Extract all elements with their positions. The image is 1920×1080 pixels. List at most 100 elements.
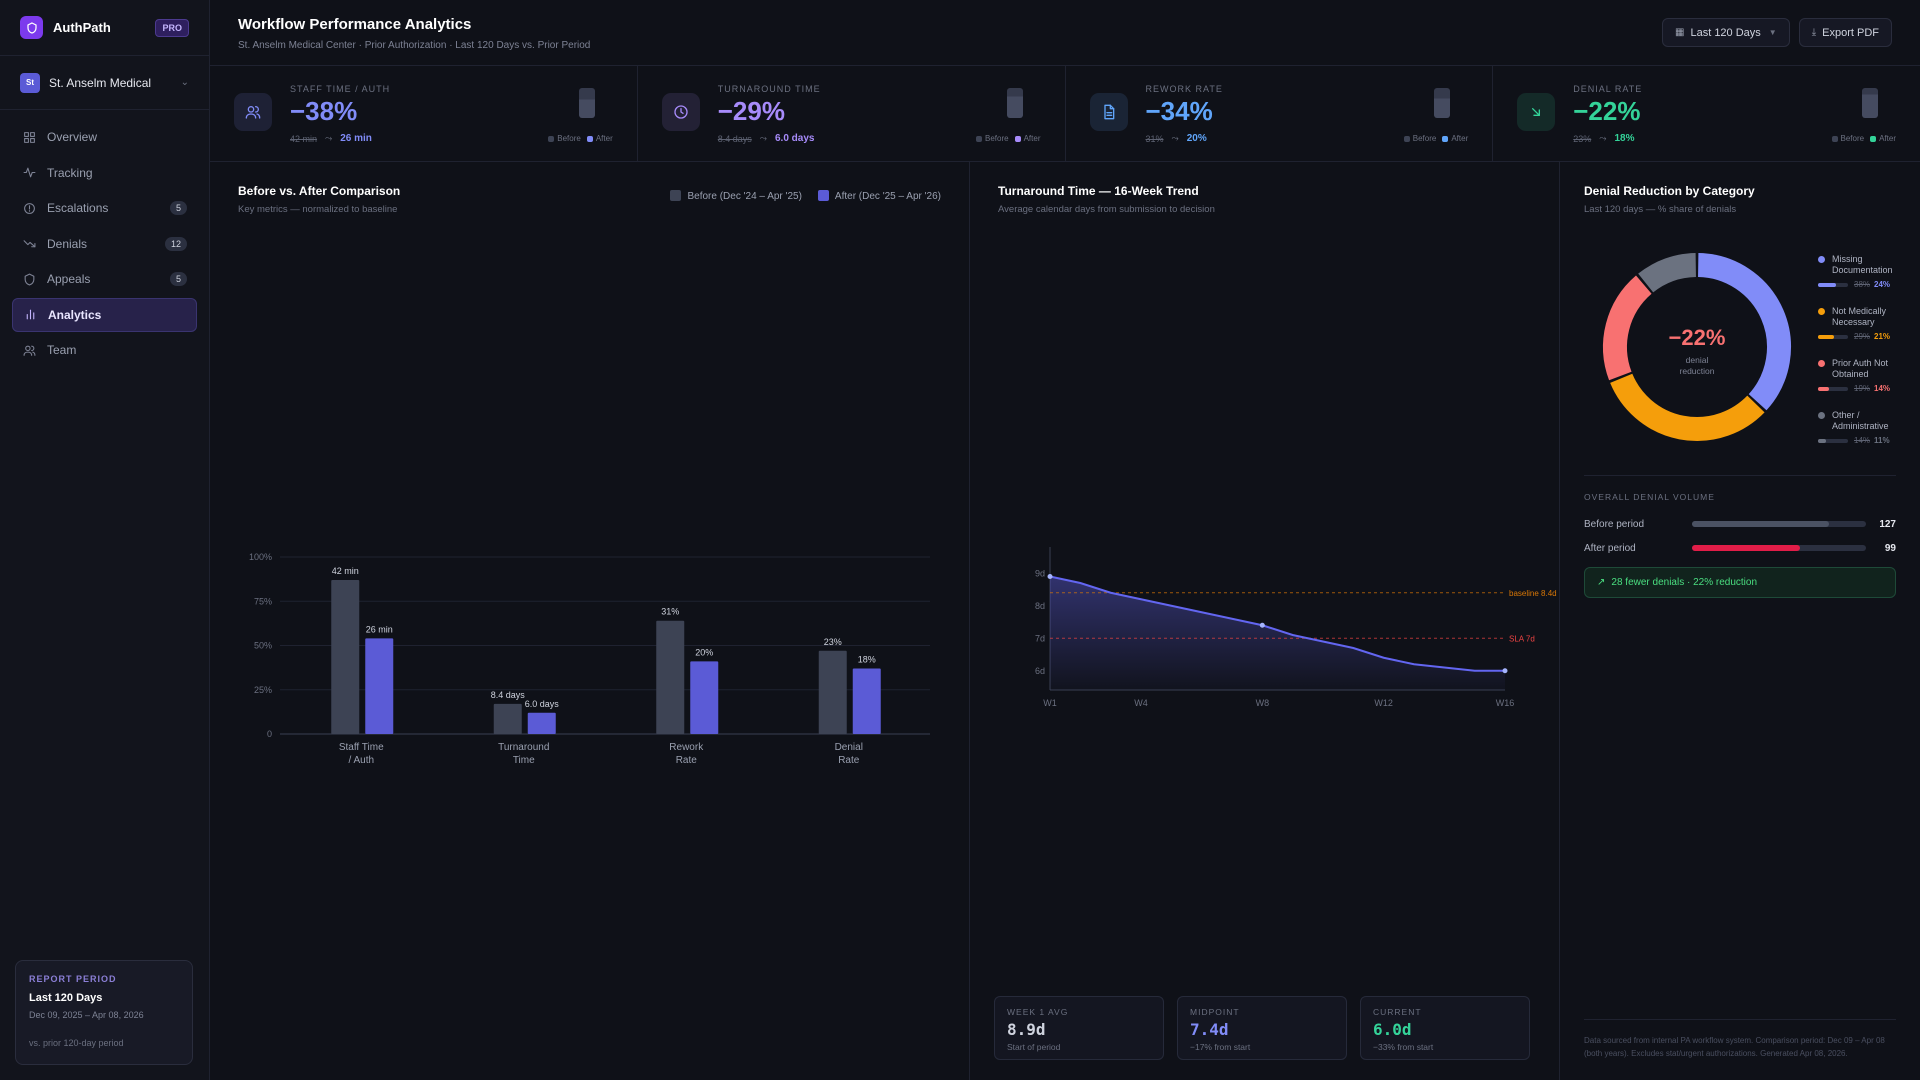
kpi-card: REWORK RATE −34% 31% ⤳ 20% Before After: [1066, 66, 1494, 161]
file-icon: [1089, 93, 1128, 131]
sidebar-item-team[interactable]: Team: [12, 333, 197, 367]
volume-before-value: 127: [1879, 518, 1896, 530]
sidebar-item-tracking[interactable]: Tracking: [12, 156, 197, 190]
bar-before: [493, 703, 522, 734]
y-tick-label: 50%: [254, 641, 272, 651]
kpi-card: DENIAL RATE −22% 23% ⤳ 18% Before After: [1493, 66, 1920, 161]
kpi-value: −38%: [290, 96, 358, 126]
date-range-label: Last 120 Days: [1690, 26, 1761, 39]
y-tick-label: 8d: [1035, 601, 1045, 611]
legend-before: 29%: [1854, 332, 1871, 341]
bar-after: [365, 638, 394, 734]
bar-after: [852, 668, 881, 734]
alert-circle-icon: [22, 201, 36, 215]
stat-value: 7.4d: [1190, 1020, 1229, 1039]
donut-center-value: −22%: [1669, 325, 1726, 350]
trend-panel: Turnaround Time — 16-Week Trend Average …: [970, 162, 1560, 1080]
sidebar-item-overview[interactable]: Overview: [12, 120, 197, 154]
kpi-strip: STAFF TIME / AUTH −38% 42 min ⤳ 26 min Before…: [210, 66, 1920, 162]
legend-name: Other / Administrative: [1818, 410, 1898, 432]
org-switcher[interactable]: St St. Anselm Medical ⌄: [0, 56, 209, 110]
sidebar-item-analytics[interactable]: Analytics: [12, 297, 197, 332]
arrow-icon: ⤳: [1171, 133, 1179, 143]
y-tick-label: 7d: [1035, 633, 1045, 643]
bar-data-label: 6.0 days: [525, 699, 560, 709]
reference-label: SLA 7d: [1509, 634, 1535, 643]
stat-value: 6.0d: [1373, 1020, 1412, 1039]
donut-center-label: reduction: [1680, 366, 1715, 376]
kpi-after: 18%: [1614, 133, 1635, 144]
calendar-icon: ▦: [1675, 27, 1685, 38]
x-tick-label: W12: [1374, 698, 1393, 708]
legend-item: Not Medically Necessary 29% 21%: [1818, 306, 1898, 341]
donut-slice: [1610, 373, 1765, 441]
kpi-mini-bar: [578, 88, 595, 118]
volume-before-row: Before period 127: [1584, 516, 1896, 532]
trend-stats: WEEK 1 AVG 8.9d Start of period MIDPOINT 7.4…: [994, 996, 1530, 1060]
shield-logo-icon: [20, 16, 43, 39]
chevron-down-icon: ⌄: [180, 77, 189, 88]
stat-label: MIDPOINT: [1190, 1007, 1240, 1017]
report-period-range: Dec 09, 2025 – Apr 08, 2026: [29, 1010, 144, 1020]
export-pdf-button[interactable]: ⤓ Export PDF: [1798, 18, 1892, 47]
donut-slice: [1603, 275, 1652, 381]
y-tick-label: 6d: [1035, 666, 1045, 676]
grid-icon: [22, 130, 36, 144]
kpi-delta: 31% ⤳ 20%: [1146, 133, 1207, 144]
y-tick-label: 0: [267, 729, 272, 739]
sidebar-item-label: Analytics: [48, 307, 102, 322]
export-pdf-label: Export PDF: [1822, 26, 1879, 39]
kpi-label: DENIAL RATE: [1573, 84, 1643, 94]
sidebar-item-count: 5: [169, 272, 187, 286]
trend-point: [1047, 574, 1053, 579]
sidebar-item-appeals[interactable]: Appeals 5: [12, 262, 197, 296]
kpi-value: −22%: [1573, 96, 1641, 126]
kpi-delta: 8.4 days ⤳ 6.0 days: [718, 133, 815, 144]
sidebar-item-escalations[interactable]: Escalations 5: [12, 191, 197, 225]
sidebar-item-count: 5: [169, 201, 187, 215]
volume-callout: ↗ 28 fewer denials · 22% reduction: [1584, 567, 1896, 598]
activity-icon: [22, 166, 36, 180]
shield-icon: [22, 272, 36, 286]
legend-after: 21%: [1874, 332, 1891, 341]
kpi-before: 31%: [1145, 133, 1164, 144]
sidebar-item-label: Escalations: [47, 201, 109, 215]
y-tick-label: 9d: [1035, 568, 1045, 578]
bar-data-label: 31%: [661, 607, 679, 617]
page-header: Workflow Performance Analytics St. Ansel…: [210, 0, 1920, 66]
y-tick-label: 75%: [254, 596, 272, 606]
kpi-after: 26 min: [340, 133, 372, 144]
x-tick-label: W8: [1256, 698, 1270, 708]
legend-before: 19%: [1854, 384, 1871, 393]
legend-item: Other / Administrative 14% 11%: [1818, 410, 1898, 445]
report-period-title: Last 120 Days: [29, 992, 103, 1004]
kpi-after: 20%: [1186, 133, 1207, 144]
kpi-legend: Before After: [1403, 134, 1468, 143]
sidebar-item-count: 12: [164, 236, 187, 251]
kpi-card: TURNAROUND TIME −29% 8.4 days ⤳ 6.0 days Befo…: [638, 66, 1066, 161]
kpi-mini-bar: [1006, 88, 1023, 118]
arrow-down-right-icon: [1517, 93, 1556, 131]
x-tick-label: / Auth: [348, 755, 374, 766]
comparison-title: Before vs. After Comparison: [238, 184, 401, 198]
legend-name: Prior Auth Not Obtained: [1818, 358, 1898, 380]
clock-icon: [661, 93, 700, 131]
trend-down-icon: [22, 237, 36, 251]
kpi-before: 8.4 days: [717, 133, 752, 144]
stat-label: WEEK 1 AVG: [1007, 1007, 1069, 1017]
bar-before: [656, 620, 685, 734]
date-range-button[interactable]: ▦ Last 120 Days ▼: [1662, 18, 1790, 47]
denial-title: Denial Reduction by Category: [1584, 184, 1755, 198]
sidebar-item-label: Tracking: [47, 165, 93, 180]
trend-line: [1049, 575, 1505, 672]
volume-after-label: After period: [1584, 542, 1636, 554]
legend-before: Before (Dec '24 – Apr '25): [670, 190, 802, 202]
report-period-compare: vs. prior 120-day period: [29, 1038, 124, 1048]
report-period-label: REPORT PERIOD: [29, 974, 117, 984]
x-tick-label: Staff Time: [339, 742, 384, 753]
legend-after: After (Dec '25 – Apr '26): [817, 190, 941, 202]
comparison-panel: Before vs. After Comparison Key metrics …: [210, 162, 970, 1080]
sidebar-item-denials[interactable]: Denials 12: [12, 227, 197, 261]
bar-data-label: 23%: [824, 637, 842, 647]
denial-subtitle: Last 120 days — % share of denials: [1584, 204, 1737, 215]
